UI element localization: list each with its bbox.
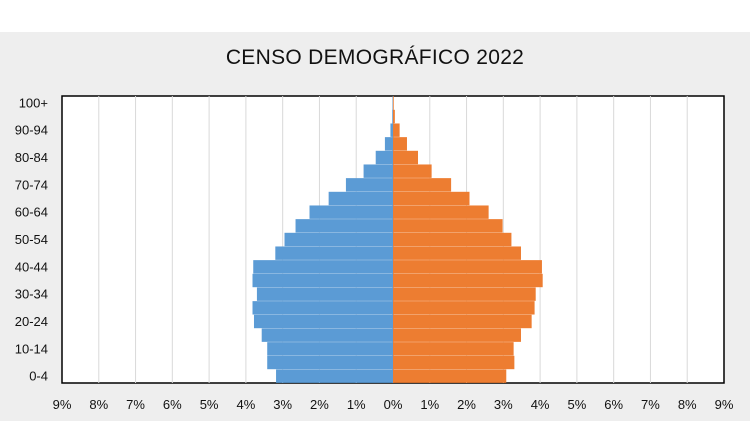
- bar-right-70-74: [393, 178, 452, 192]
- x-tick-label: 5%: [200, 397, 219, 412]
- y-tick-label: 20-24: [15, 314, 48, 329]
- bar-right-65-69: [393, 191, 470, 206]
- bar-right-10-14: [393, 342, 514, 356]
- y-tick-label: 100+: [19, 95, 48, 110]
- bar-left-55-59: [295, 219, 393, 233]
- bar-right-90-94: [393, 123, 400, 137]
- x-tick-label: 7%: [126, 397, 145, 412]
- chart-title: CENSO DEMOGRÁFICO 2022: [225, 46, 525, 69]
- bar-right-40-44: [393, 260, 542, 274]
- x-tick-label: 0%: [384, 397, 403, 412]
- bar-left-5-9: [267, 355, 393, 370]
- bar-right-30-34: [393, 287, 536, 301]
- x-tick-label: 9%: [715, 397, 734, 412]
- bar-left-0-4: [276, 369, 393, 383]
- bar-right-45-49: [393, 246, 521, 260]
- x-tick-label: 9%: [53, 397, 72, 412]
- bar-left-40-44: [253, 260, 393, 274]
- y-tick-label: 40-44: [15, 259, 48, 274]
- x-tick-label: 6%: [604, 397, 623, 412]
- x-tick-label: 2%: [457, 397, 476, 412]
- bar-right-50-54: [393, 232, 512, 247]
- bar-right-35-39: [393, 273, 543, 288]
- x-tick-label: 2%: [310, 397, 329, 412]
- bar-left-65-69: [328, 191, 393, 206]
- bars: [252, 96, 543, 383]
- bar-left-15-19: [261, 328, 393, 342]
- bar-left-50-54: [284, 232, 393, 247]
- x-tick-label: 1%: [420, 397, 439, 412]
- bar-right-5-9: [393, 355, 515, 370]
- bar-right-80-84: [393, 150, 419, 165]
- bar-right-20-24: [393, 314, 532, 329]
- bar-right-100+: [393, 96, 394, 110]
- x-tick-label: 8%: [89, 397, 108, 412]
- bar-left-80-84: [375, 150, 393, 165]
- x-tick-label: 4%: [531, 397, 550, 412]
- y-tick-label: 60-64: [15, 205, 48, 220]
- bar-left-25-29: [252, 301, 393, 315]
- bar-left-10-14: [267, 342, 393, 356]
- bar-left-35-39: [252, 273, 393, 288]
- bar-left-75-79: [363, 164, 393, 178]
- bar-right-15-19: [393, 328, 521, 342]
- bar-right-85-89: [393, 137, 407, 151]
- y-tick-label: 10-14: [15, 341, 48, 356]
- bar-left-45-49: [275, 246, 393, 260]
- y-tick-label: 80-84: [15, 150, 48, 165]
- y-tick-label: 90-94: [15, 123, 48, 138]
- bar-right-75-79: [393, 164, 432, 178]
- y-tick-label: 30-34: [15, 287, 48, 302]
- bar-right-0-4: [393, 369, 507, 383]
- bar-left-70-74: [345, 178, 393, 192]
- x-tick-label: 7%: [641, 397, 660, 412]
- bar-left-60-64: [309, 205, 393, 219]
- x-tick-label: 5%: [567, 397, 586, 412]
- x-tick-label: 3%: [273, 397, 292, 412]
- tick-labels: 0-4 10-14 20-24 30-34 40-44 50-54 60-64 70-74 80…: [15, 95, 734, 412]
- x-tick-label: 1%: [347, 397, 366, 412]
- y-tick-label: 0-4: [29, 369, 48, 384]
- bar-right-55-59: [393, 219, 503, 233]
- x-tick-label: 4%: [236, 397, 255, 412]
- y-tick-label: 50-54: [15, 232, 48, 247]
- x-tick-label: 3%: [494, 397, 513, 412]
- bar-right-25-29: [393, 301, 535, 315]
- x-tick-label: 8%: [678, 397, 697, 412]
- bar-left-90-94: [390, 123, 393, 137]
- x-tick-label: 6%: [163, 397, 182, 412]
- y-tick-label: 70-74: [15, 177, 48, 192]
- bar-left-85-89: [384, 137, 393, 151]
- bar-left-30-34: [256, 287, 393, 301]
- bar-right-60-64: [393, 205, 489, 219]
- bar-right-95-99: [393, 109, 395, 124]
- bar-left-95-99: [392, 109, 393, 124]
- bar-left-20-24: [253, 314, 393, 329]
